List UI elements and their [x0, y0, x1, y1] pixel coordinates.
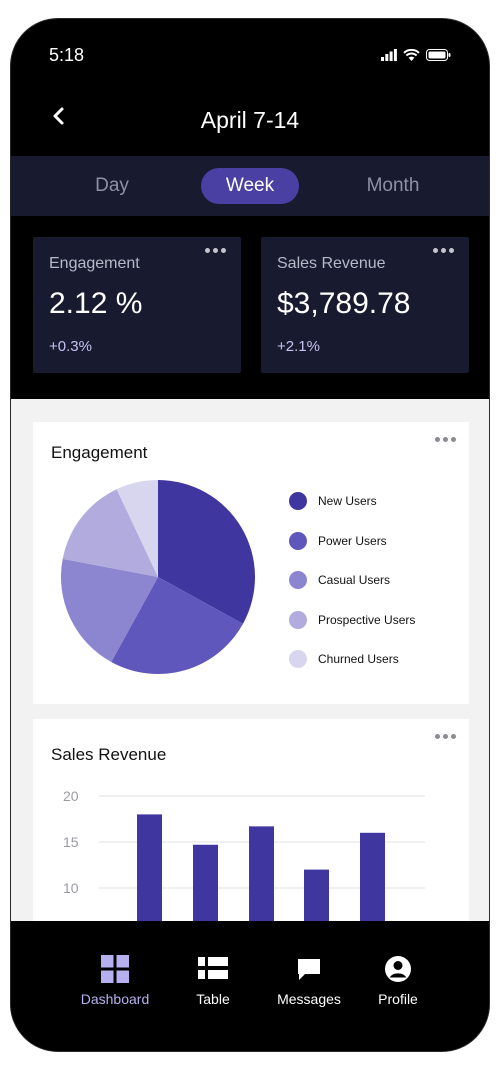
tab-messages[interactable]: Messages — [264, 953, 354, 1007]
status-bar: 5:18 — [11, 19, 489, 89]
wifi-icon — [403, 49, 420, 61]
pie-slice-power-users — [111, 577, 244, 674]
legend-swatch — [289, 492, 307, 510]
profile-icon — [385, 956, 411, 982]
y-tick-label: 15 — [63, 834, 79, 850]
bottom-tab-bar: Dashboard Table Messages — [11, 921, 489, 1051]
status-icons — [381, 49, 451, 61]
bar-1 — [137, 814, 162, 921]
tab-label: Dashboard — [80, 991, 150, 1007]
legend-label: Casual Users — [318, 573, 391, 588]
header: April 7-14 — [11, 89, 489, 155]
kpi-label: Sales Revenue — [277, 255, 386, 272]
legend-swatch — [289, 650, 307, 669]
bar-5 — [360, 832, 385, 921]
status-time: 5:18 — [49, 45, 85, 65]
kpi-label: Engagement — [49, 255, 140, 272]
legend-swatch — [289, 610, 307, 629]
kpi-delta: +0.3% — [49, 338, 92, 355]
page-title: April 7-14 — [200, 107, 300, 133]
content-area: Engagement New Users Power Users Casual Us… — [11, 399, 489, 921]
tab-week[interactable]: Week — [201, 168, 299, 204]
tab-table[interactable]: Table — [168, 953, 258, 1007]
kpi-value: 2.12 % — [49, 287, 143, 320]
more-options-icon[interactable] — [435, 733, 459, 741]
messages-icon — [298, 959, 320, 980]
legend-swatch — [289, 571, 307, 590]
bar-2 — [193, 844, 218, 921]
legend-item: Power Users — [289, 531, 387, 551]
bar-3 — [249, 826, 274, 921]
legend-label: Churned Users — [318, 652, 399, 667]
tab-profile[interactable]: Profile — [353, 953, 443, 1007]
legend-item: New Users — [289, 491, 377, 511]
tab-label: Profile — [378, 991, 418, 1007]
legend-item: Prospective Users — [289, 610, 415, 630]
sales-revenue-kpi-card: Sales Revenue $3,789.78 +2.1% — [261, 237, 469, 373]
card-title: Sales Revenue — [51, 745, 167, 764]
legend-label: New Users — [318, 494, 377, 508]
table-icon — [198, 957, 228, 979]
sales-revenue-bar-chart: 20 15 10 — [63, 788, 425, 921]
legend-label: Power Users — [318, 533, 387, 548]
engagement-kpi-card: Engagement 2.12 % +0.3% — [33, 237, 241, 373]
pie-slice-casual-users — [61, 558, 158, 663]
tab-label: Messages — [277, 991, 341, 1007]
pie-slice-churned-users — [116, 480, 158, 577]
period-selector: Day Week Month — [11, 156, 489, 216]
back-chevron-icon[interactable] — [47, 105, 71, 129]
tab-dashboard[interactable]: Dashboard — [70, 953, 160, 1007]
kpi-value: $3,789.78 — [277, 287, 411, 320]
legend-label: Prospective Users — [318, 612, 416, 627]
bar-4 — [304, 869, 329, 921]
signal-icon — [381, 49, 397, 61]
legend-item: Churned Users — [289, 649, 399, 669]
engagement-chart-card: Engagement New Users Power Users Casual Us… — [33, 422, 469, 704]
card-title: Engagement — [51, 443, 148, 462]
pie-slice-prospective-users — [62, 489, 158, 577]
tab-label: Table — [196, 991, 230, 1007]
tab-day[interactable]: Day — [95, 175, 129, 196]
battery-icon — [426, 49, 451, 61]
y-tick-label: 20 — [63, 788, 79, 804]
engagement-pie-chart — [61, 480, 255, 674]
legend-item: Casual Users — [289, 570, 390, 590]
more-options-icon[interactable] — [435, 436, 459, 444]
more-options-icon[interactable] — [205, 247, 229, 255]
dashboard-icon — [101, 955, 129, 983]
kpi-delta: +2.1% — [277, 338, 320, 355]
more-options-icon[interactable] — [433, 247, 457, 255]
pie-slice-new-users — [158, 480, 255, 624]
legend-swatch — [289, 531, 307, 550]
y-tick-label: 10 — [63, 880, 79, 896]
phone-frame: 5:18 April 7-14 Day Week Mont — [10, 18, 490, 1052]
sales-revenue-chart-card: Sales Revenue 20 15 10 — [33, 719, 469, 921]
tab-month[interactable]: Month — [366, 175, 420, 196]
